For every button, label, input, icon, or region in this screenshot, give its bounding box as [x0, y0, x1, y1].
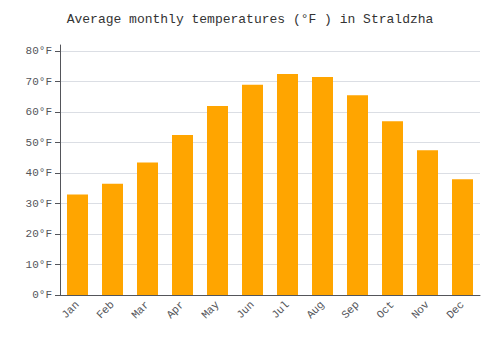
- svg-text:20°F: 20°F: [26, 228, 52, 240]
- svg-text:Apr: Apr: [164, 299, 186, 321]
- svg-text:Dec: Dec: [444, 299, 466, 321]
- svg-text:May: May: [199, 298, 222, 321]
- svg-text:10°F: 10°F: [26, 259, 52, 271]
- svg-text:60°F: 60°F: [26, 106, 52, 118]
- svg-text:Nov: Nov: [409, 298, 432, 321]
- svg-text:Average monthly temperatures (: Average monthly temperatures (°F ) in St…: [67, 12, 434, 27]
- svg-text:Sep: Sep: [339, 299, 361, 321]
- svg-text:80°F: 80°F: [26, 45, 52, 57]
- svg-text:Feb: Feb: [94, 299, 116, 321]
- svg-text:40°F: 40°F: [26, 167, 52, 179]
- svg-text:Oct: Oct: [374, 299, 396, 321]
- svg-text:70°F: 70°F: [26, 76, 52, 88]
- svg-text:Jul: Jul: [269, 299, 291, 321]
- svg-text:30°F: 30°F: [26, 198, 52, 210]
- svg-text:Jun: Jun: [234, 299, 256, 321]
- svg-text:0°F: 0°F: [32, 289, 52, 301]
- svg-text:Aug: Aug: [304, 299, 326, 321]
- svg-text:Jan: Jan: [59, 299, 81, 321]
- svg-text:Mar: Mar: [129, 299, 151, 321]
- svg-text:50°F: 50°F: [26, 137, 52, 149]
